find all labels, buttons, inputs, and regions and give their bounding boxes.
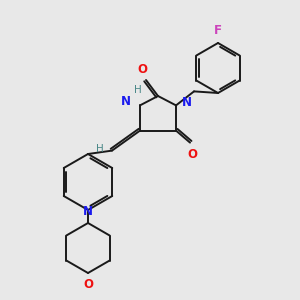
Text: O: O: [187, 148, 197, 160]
Text: H: H: [96, 144, 104, 154]
Text: N: N: [121, 95, 131, 108]
Text: O: O: [137, 63, 147, 76]
Text: H: H: [134, 85, 142, 95]
Text: N: N: [182, 96, 192, 109]
Text: N: N: [83, 205, 93, 218]
Text: F: F: [214, 24, 222, 37]
Text: O: O: [83, 278, 93, 291]
